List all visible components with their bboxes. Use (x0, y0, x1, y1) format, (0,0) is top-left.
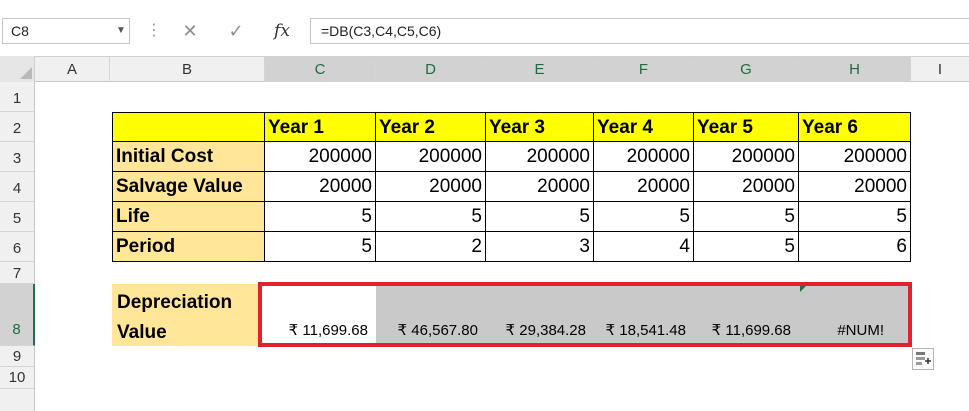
formula-input[interactable]: =DB(C3,C4,C5,C6) (310, 18, 969, 44)
result-cell-error[interactable]: #NUM! (799, 286, 908, 343)
table-cell[interactable]: 200000 (799, 142, 911, 172)
quick-analysis-icon[interactable] (912, 348, 934, 370)
depreciation-label-line2: Value (117, 322, 167, 343)
table-cell[interactable]: 6 (799, 232, 911, 262)
header-year-1[interactable]: Year 1 (265, 112, 376, 142)
row-header-9[interactable]: 9 (0, 346, 35, 367)
result-cell[interactable]: ₹ 29,384.28 (486, 286, 594, 343)
result-cell[interactable]: ₹ 46,567.80 (376, 286, 486, 343)
row-label-life[interactable]: Life (112, 202, 265, 232)
table-cell[interactable]: 5 (265, 202, 376, 232)
select-all-icon (20, 67, 32, 79)
table-cell[interactable]: 5 (694, 232, 799, 262)
header-year-4[interactable]: Year 4 (594, 112, 694, 142)
column-header-i[interactable]: I (937, 61, 943, 78)
table-cell[interactable]: 200000 (376, 142, 486, 172)
row-header-3[interactable]: 3 (0, 142, 35, 172)
header-year-3[interactable]: Year 3 (486, 112, 594, 142)
table-cell[interactable]: 200000 (486, 142, 594, 172)
table-cell[interactable]: 5 (594, 202, 694, 232)
drag-handle-icon[interactable]: ⋮ (146, 22, 162, 39)
table-cell[interactable]: 5 (486, 202, 594, 232)
header-year-6[interactable]: Year 6 (799, 112, 911, 142)
column-header-h[interactable]: H (799, 57, 911, 82)
table-cell[interactable]: 3 (486, 232, 594, 262)
table-cell[interactable]: 4 (594, 232, 694, 262)
table-cell[interactable]: 20000 (265, 172, 376, 202)
header-year-5[interactable]: Year 5 (694, 112, 799, 142)
column-header-e[interactable]: E (486, 57, 594, 82)
table-cell[interactable]: 20000 (694, 172, 799, 202)
row-header-10[interactable]: 10 (0, 367, 35, 389)
table-cell[interactable]: 200000 (594, 142, 694, 172)
error-indicator-icon[interactable] (800, 286, 806, 292)
name-box[interactable]: C8 (2, 18, 130, 44)
enter-icon[interactable]: ✓ (228, 21, 244, 41)
result-cell-active[interactable]: ₹ 11,699.68 (262, 286, 376, 343)
result-cell[interactable]: ₹ 18,541.48 (594, 286, 694, 343)
table-cell[interactable]: 200000 (694, 142, 799, 172)
table-cell[interactable]: 20000 (799, 172, 911, 202)
row-header-5[interactable]: 5 (0, 202, 35, 232)
column-header-d[interactable]: D (376, 57, 486, 82)
row-label-salvage-value[interactable]: Salvage Value (112, 172, 265, 202)
row-header-7[interactable]: 7 (0, 262, 35, 284)
row-label-period[interactable]: Period (112, 232, 265, 262)
column-header-b[interactable]: B (110, 57, 265, 82)
table-cell[interactable]: 5 (376, 202, 486, 232)
table-cell[interactable]: 20000 (486, 172, 594, 202)
table-cell[interactable]: 200000 (265, 142, 376, 172)
selection-highlight-box (258, 282, 912, 347)
column-header-c[interactable]: C (265, 57, 376, 82)
depreciation-label-cell[interactable]: Depreciation Value (112, 284, 258, 346)
table-header-blank[interactable] (112, 112, 265, 142)
row-header-6[interactable]: 6 (0, 232, 35, 262)
column-header-g[interactable]: G (694, 57, 799, 82)
depreciation-label-line1: Depreciation (117, 292, 233, 313)
insert-function-icon[interactable]: fx (274, 21, 290, 41)
column-header-a[interactable]: A (35, 57, 110, 82)
row-header-2[interactable]: 2 (0, 112, 35, 142)
row-header-4[interactable]: 4 (0, 172, 35, 202)
row-label-initial-cost[interactable]: Initial Cost (112, 142, 265, 172)
column-header-f[interactable]: F (594, 57, 694, 82)
result-cell[interactable]: ₹ 11,699.68 (694, 286, 799, 343)
table-cell[interactable]: 2 (376, 232, 486, 262)
table-cell[interactable]: 20000 (376, 172, 486, 202)
row-header-11[interactable] (0, 389, 35, 411)
table-cell[interactable]: 5 (799, 202, 911, 232)
row-header-1[interactable]: 1 (0, 82, 35, 112)
chevron-down-icon[interactable]: ▼ (116, 25, 126, 36)
table-cell[interactable]: 5 (265, 232, 376, 262)
row-header-8[interactable]: 8 (0, 284, 35, 346)
quick-analysis-glyph (916, 352, 931, 365)
table-cell[interactable]: 5 (694, 202, 799, 232)
cancel-icon[interactable]: ✕ (182, 21, 198, 41)
table-cell[interactable]: 20000 (594, 172, 694, 202)
header-year-2[interactable]: Year 2 (376, 112, 486, 142)
